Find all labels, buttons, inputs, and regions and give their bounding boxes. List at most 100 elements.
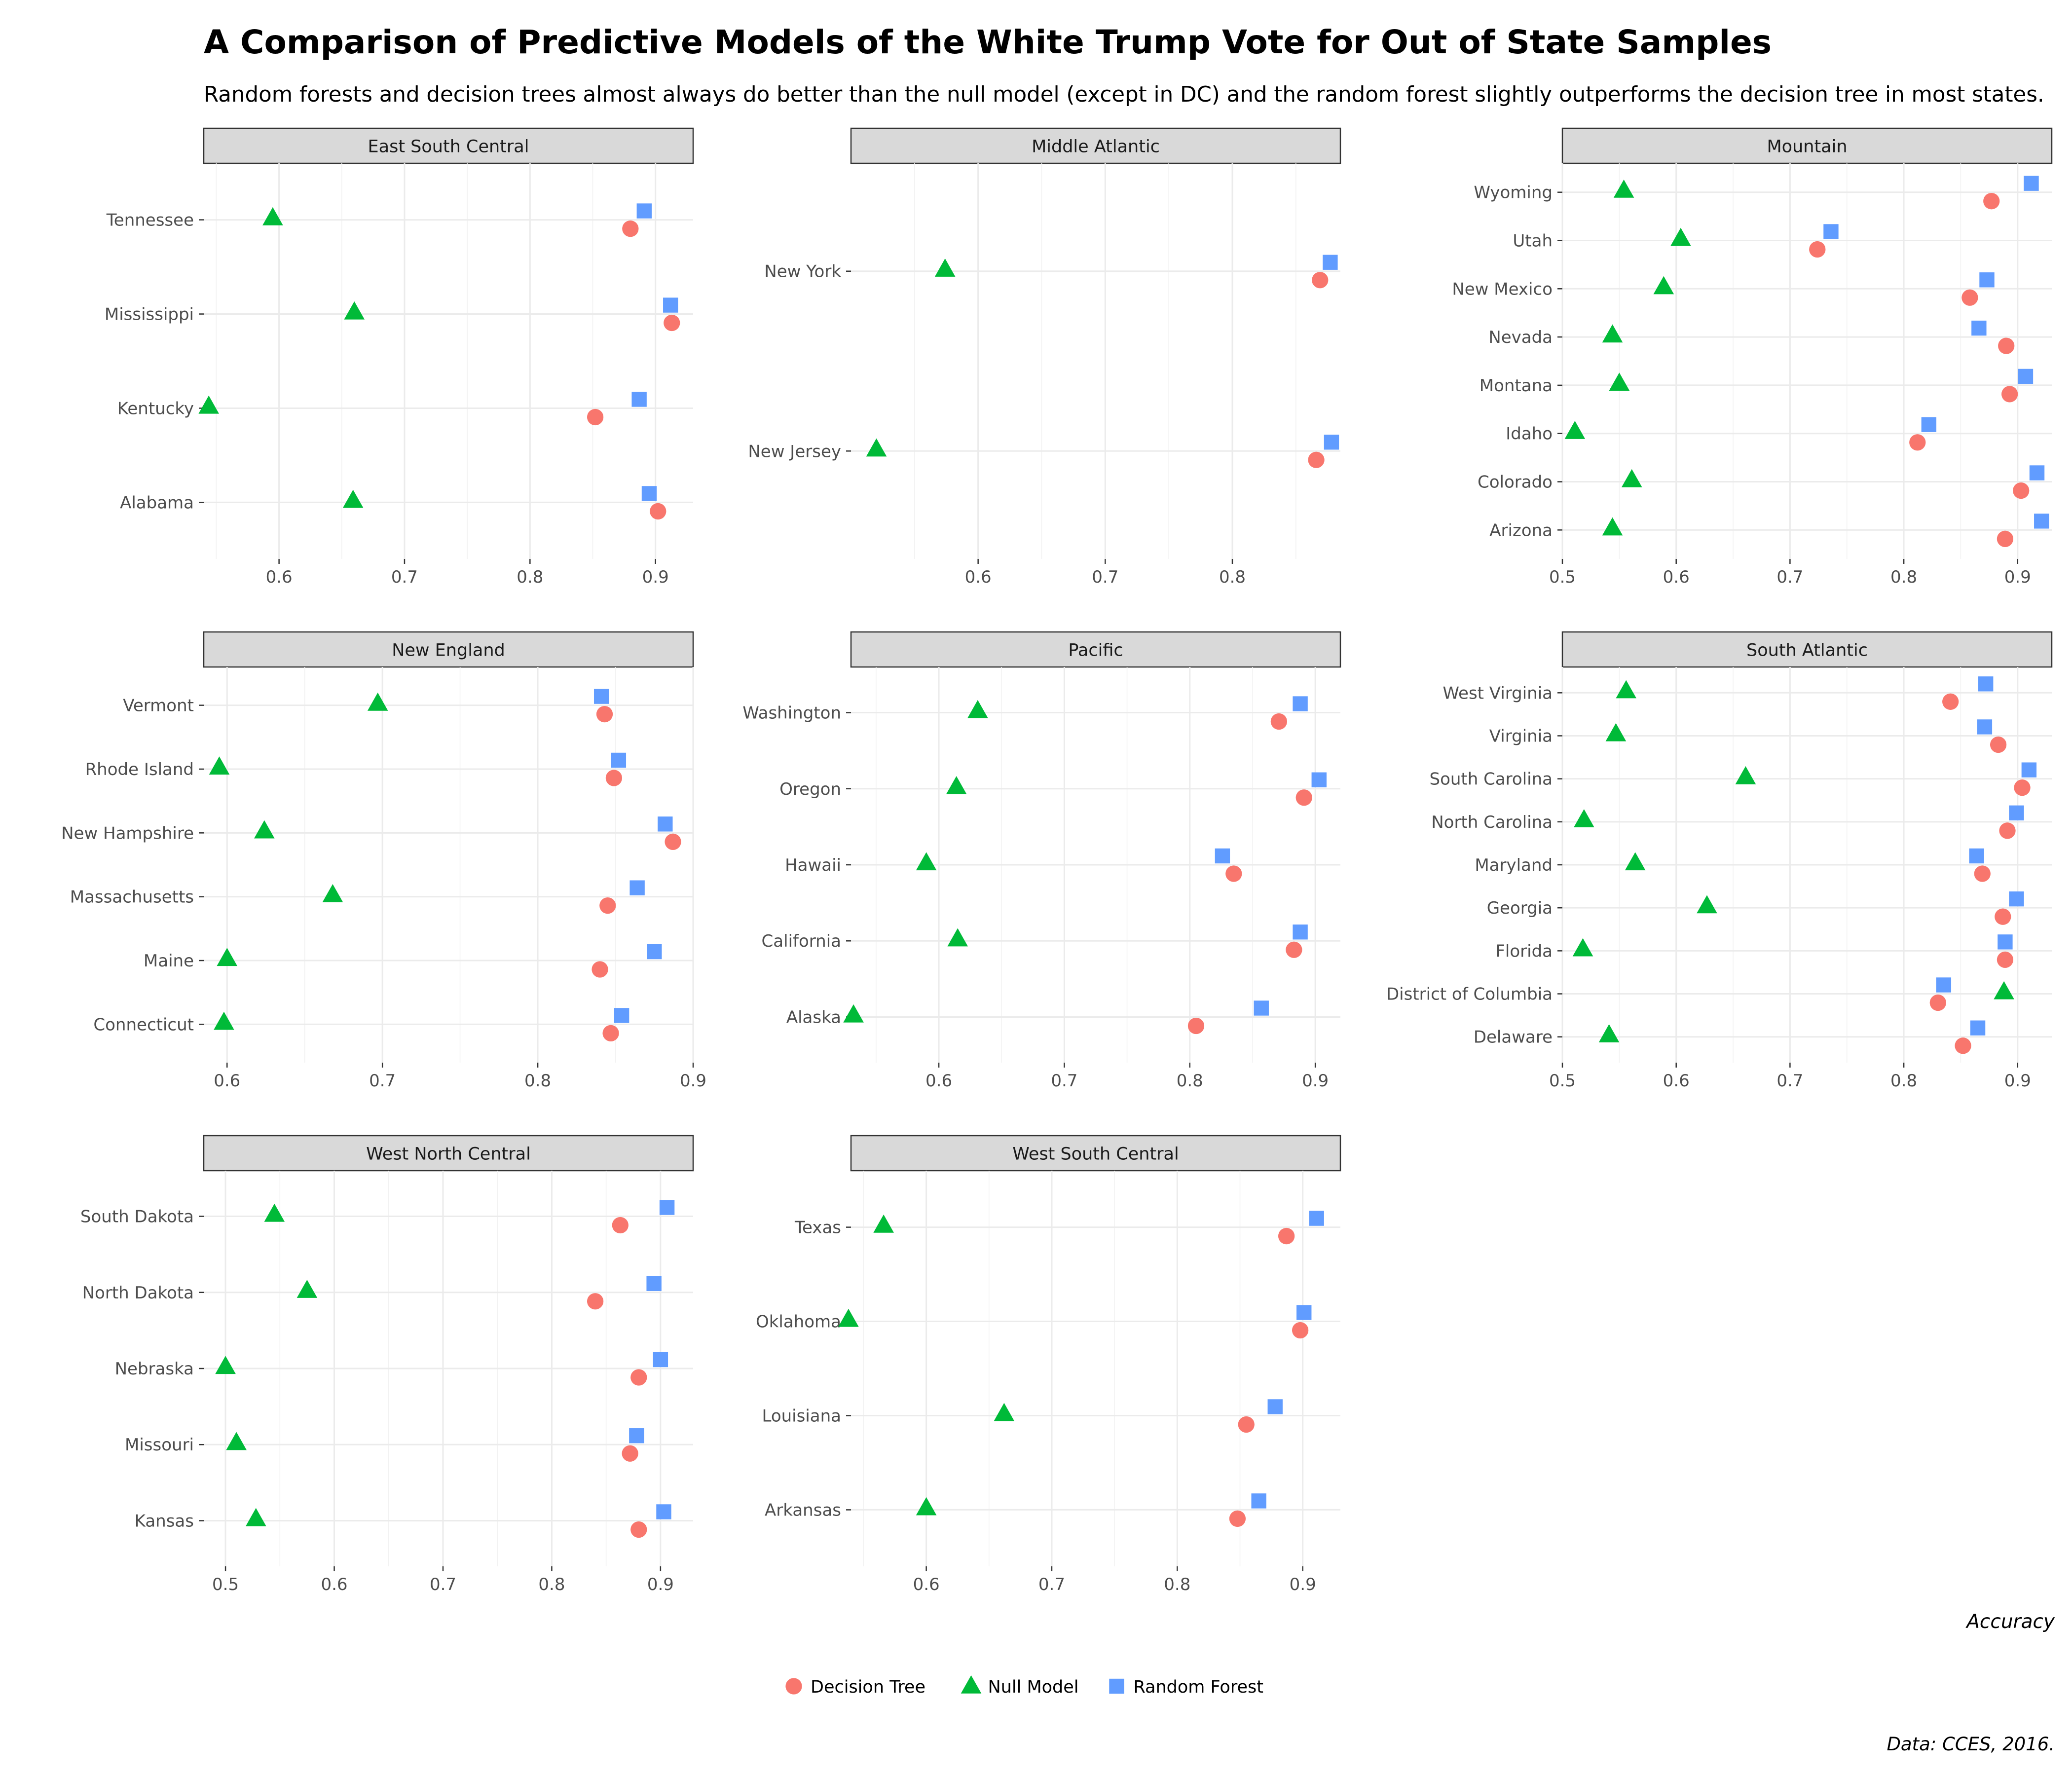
point-west-virginia-null-model xyxy=(1616,680,1636,699)
point-vermont-random-forest xyxy=(593,689,609,704)
x-tick-label: 0.8 xyxy=(1890,1071,1917,1091)
x-tick-label: 0.6 xyxy=(913,1575,940,1594)
point-louisiana-null-model xyxy=(994,1403,1015,1421)
legend-triangle-icon xyxy=(961,1675,982,1694)
x-tick-label: 0.7 xyxy=(1776,567,1803,587)
state-label-north-carolina: North Carolina xyxy=(1431,813,1553,832)
facet-strip xyxy=(203,1135,694,1172)
x-tick-label: 0.7 xyxy=(369,1071,396,1091)
point-massachusetts-null-model xyxy=(322,884,343,902)
point-virginia-null-model xyxy=(1605,723,1627,741)
state-label-alaska: Alaska xyxy=(786,1007,841,1027)
point-montana-random-forest xyxy=(2018,369,2034,384)
point-north-carolina-random-forest xyxy=(2009,805,2024,821)
point-louisiana-decision-tree xyxy=(1238,1416,1255,1433)
x-tick-label: 0.5 xyxy=(1549,1071,1576,1091)
point-florida-decision-tree xyxy=(1997,951,2014,968)
point-maine-random-forest xyxy=(647,944,662,960)
point-connecticut-null-model xyxy=(214,1011,234,1030)
legend-item-null-model: Null Model xyxy=(961,1675,1079,1697)
state-label-missouri: Missouri xyxy=(125,1435,194,1455)
point-new-hampshire-decision-tree xyxy=(665,833,681,850)
point-missouri-random-forest xyxy=(629,1428,644,1443)
point-south-carolina-null-model xyxy=(1735,766,1756,784)
point-utah-null-model xyxy=(1670,227,1691,246)
point-oklahoma-decision-tree xyxy=(1292,1322,1309,1339)
point-north-carolina-null-model xyxy=(1574,809,1594,827)
state-label-georgia: Georgia xyxy=(1487,898,1553,918)
x-tick-label: 0.6 xyxy=(925,1071,952,1091)
point-florida-null-model xyxy=(1572,938,1593,957)
x-tick-label: 0.9 xyxy=(2004,567,2031,587)
x-tick-label: 0.8 xyxy=(517,567,543,587)
facet-strip xyxy=(850,631,1341,668)
point-south-dakota-decision-tree xyxy=(612,1217,629,1234)
point-massachusetts-random-forest xyxy=(629,880,645,895)
state-label-utah: Utah xyxy=(1513,231,1553,251)
x-tick-label: 0.6 xyxy=(214,1071,240,1091)
point-rhode-island-null-model xyxy=(209,756,230,775)
point-tennessee-random-forest xyxy=(636,203,652,219)
point-nevada-random-forest xyxy=(1971,320,1987,336)
x-tick-label: 0.6 xyxy=(266,567,293,587)
point-missouri-null-model xyxy=(226,1432,247,1450)
point-vermont-decision-tree xyxy=(596,705,613,723)
legend-circle-icon xyxy=(785,1678,802,1695)
state-label-colorado: Colorado xyxy=(1478,473,1553,492)
facet-east-south-central: East South Central 0.6 0.7 0.8 0.9 Tennessee M… xyxy=(105,127,694,587)
x-tick-label: 0.8 xyxy=(538,1575,565,1594)
x-tick-label: 0.7 xyxy=(391,567,418,587)
point-georgia-null-model xyxy=(1697,895,1717,914)
point-colorado-null-model xyxy=(1621,469,1642,487)
x-tick-label: 0.9 xyxy=(642,567,669,587)
facet-strip xyxy=(850,1135,1341,1172)
legend-label: Null Model xyxy=(988,1677,1079,1697)
point-arizona-decision-tree xyxy=(1997,530,2014,547)
state-label-florida: Florida xyxy=(1495,941,1553,961)
facet-strip xyxy=(1561,631,2053,668)
point-new-hampshire-random-forest xyxy=(658,816,673,832)
facet-strip xyxy=(850,127,1341,164)
point-oregon-decision-tree xyxy=(1295,789,1312,806)
point-oklahoma-null-model xyxy=(838,1308,859,1327)
point-south-carolina-random-forest xyxy=(2021,762,2037,777)
facet-strip-label: West North Central xyxy=(366,1145,531,1164)
facet-pacific: Pacific 0.6 0.7 0.8 0.9 Washington Oregon Hawai… xyxy=(742,631,1341,1091)
point-georgia-decision-tree xyxy=(1995,908,2011,925)
point-south-dakota-null-model xyxy=(264,1203,285,1222)
point-arkansas-random-forest xyxy=(1251,1493,1266,1509)
x-tick-label: 0.9 xyxy=(1302,1071,1329,1091)
point-north-dakota-null-model xyxy=(296,1280,318,1298)
x-tick-label: 0.5 xyxy=(212,1575,239,1594)
state-label-washington: Washington xyxy=(742,703,841,723)
point-california-random-forest xyxy=(1293,925,1308,940)
point-delaware-decision-tree xyxy=(1955,1037,1971,1054)
point-texas-decision-tree xyxy=(1278,1227,1295,1245)
state-label-west-virginia: West Virginia xyxy=(1443,683,1553,703)
point-california-null-model xyxy=(947,928,968,947)
x-tick-label: 0.6 xyxy=(1663,567,1690,587)
x-tick-label: 0.8 xyxy=(1219,567,1246,587)
state-label-south-dakota: South Dakota xyxy=(80,1207,194,1227)
point-rhode-island-random-forest xyxy=(611,752,627,768)
legend-label: Decision Tree xyxy=(811,1677,925,1697)
point-delaware-null-model xyxy=(1598,1024,1620,1042)
state-label-rhode-island: Rhode Island xyxy=(85,760,194,779)
point-washington-null-model xyxy=(967,700,988,718)
point-tennessee-null-model xyxy=(262,207,283,225)
point-south-dakota-random-forest xyxy=(659,1200,675,1215)
point-nebraska-random-forest xyxy=(653,1352,668,1368)
x-tick-label: 0.7 xyxy=(1092,567,1118,587)
point-kansas-decision-tree xyxy=(630,1521,647,1538)
point-georgia-random-forest xyxy=(2009,891,2024,907)
state-label-massachusetts: Massachusetts xyxy=(70,888,194,907)
point-texas-random-forest xyxy=(1309,1211,1324,1226)
point-colorado-random-forest xyxy=(2029,465,2045,481)
point-kansas-null-model xyxy=(246,1508,266,1526)
point-hawaii-random-forest xyxy=(1215,848,1230,864)
state-label-new-mexico: New Mexico xyxy=(1452,279,1553,299)
point-connecticut-decision-tree xyxy=(602,1025,619,1042)
facet-west-north-central: West North Central 0.5 0.6 0.7 0.8 0.9 South D… xyxy=(80,1135,694,1594)
x-tick-label: 0.9 xyxy=(680,1071,706,1091)
